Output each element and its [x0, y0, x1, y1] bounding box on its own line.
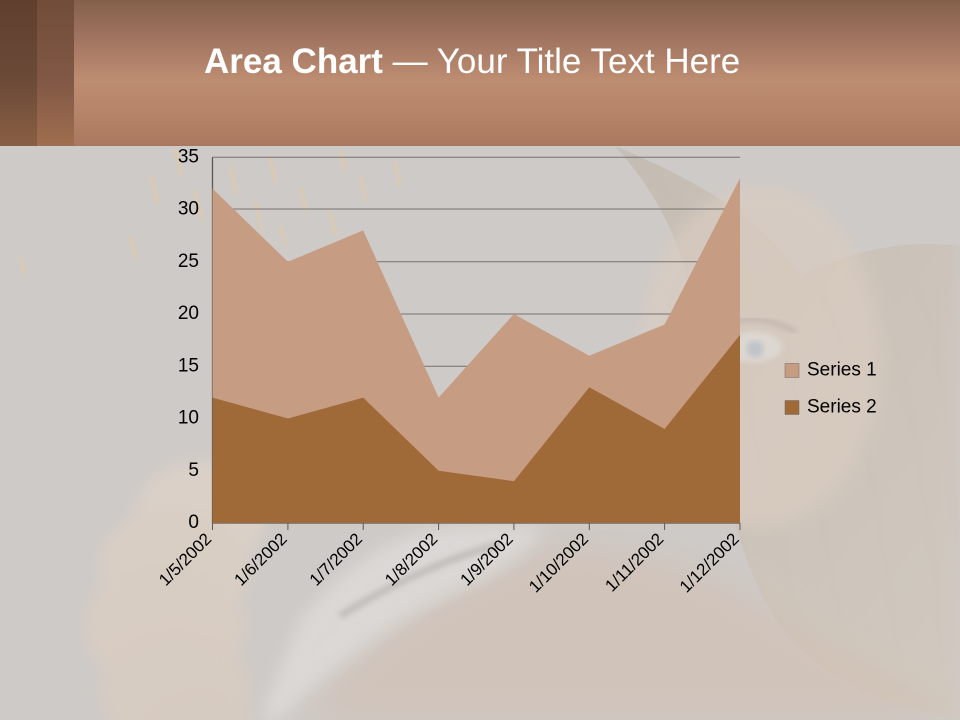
svg-text:35: 35 [178, 147, 199, 168]
svg-text:15: 15 [178, 356, 199, 377]
svg-text:20: 20 [178, 303, 199, 324]
svg-text:10: 10 [178, 408, 199, 429]
svg-text:1/9/2002: 1/9/2002 [456, 529, 516, 589]
svg-text:5: 5 [188, 460, 199, 481]
svg-text:1/10/2002: 1/10/2002 [525, 529, 592, 596]
svg-text:0: 0 [188, 512, 199, 533]
svg-text:25: 25 [178, 251, 199, 272]
svg-text:1/11/2002: 1/11/2002 [601, 529, 667, 595]
svg-text:30: 30 [178, 199, 199, 220]
svg-text:1/7/2002: 1/7/2002 [306, 529, 366, 589]
svg-text:1/8/2002: 1/8/2002 [381, 529, 441, 589]
svg-text:Series 2: Series 2 [807, 397, 877, 418]
svg-text:Series 1: Series 1 [807, 360, 877, 381]
svg-text:1/5/2002: 1/5/2002 [155, 529, 215, 589]
svg-text:1/6/2002: 1/6/2002 [230, 529, 290, 589]
svg-text:1/12/2002: 1/12/2002 [676, 529, 743, 596]
